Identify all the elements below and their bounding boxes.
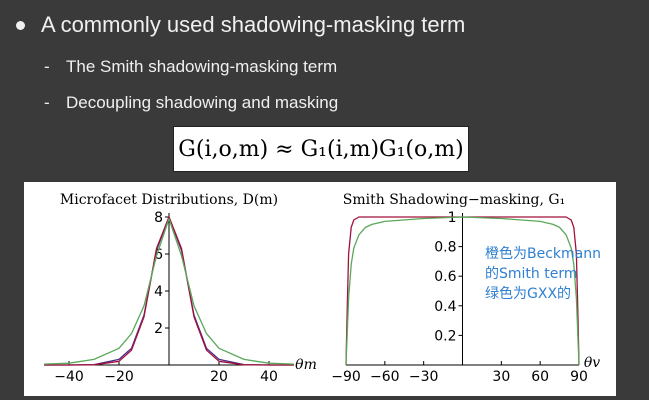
- y-tick-label: 8: [154, 210, 163, 226]
- sub-bullet-decoupling: - Decoupling shadowing and masking: [44, 93, 338, 113]
- x-tick-label: −30: [409, 369, 439, 385]
- annotation-line: 的Smith term: [485, 266, 578, 282]
- x-tick-label: 60: [531, 369, 549, 385]
- y-tick-label: 0.8: [434, 240, 456, 256]
- sub-bullet-smith: - The Smith shadowing-masking term: [44, 57, 337, 77]
- main-bullet: A commonly used shadowing-masking term: [16, 12, 465, 38]
- bullet-dot-icon: [16, 20, 25, 30]
- dash-icon: -: [44, 57, 50, 76]
- x-tick-label: 40: [260, 369, 278, 385]
- x-tick-label: −90: [331, 369, 361, 385]
- y-tick-label: 0.4: [434, 299, 456, 315]
- y-tick-label: 4: [154, 284, 163, 300]
- y-tick-label: 0.2: [434, 328, 456, 344]
- series-line: [44, 216, 294, 366]
- annotation-line: 绿色为GXX的: [485, 286, 572, 302]
- x-axis-label: θv: [584, 355, 600, 371]
- x-tick-label: −20: [104, 369, 134, 385]
- sub-bullet-text: The Smith shadowing-masking term: [66, 57, 338, 76]
- formula-text: G(i,o,m) ≈ G₁(i,m)G₁(o,m): [178, 136, 464, 162]
- chart-title: Smith Shadowing−masking, G₁: [343, 192, 565, 208]
- dash-icon: -: [44, 93, 50, 112]
- formula-box: G(i,o,m) ≈ G₁(i,m)G₁(o,m): [173, 126, 469, 172]
- chart-canvas: −40 −20 20 40 2 4 6 8 Microfacet Distributions, …: [43, 192, 600, 385]
- main-bullet-text: A commonly used shadowing-masking term: [41, 12, 466, 37]
- annotation-line: 橙色为Beckmann: [485, 246, 601, 262]
- sub-bullet-text: Decoupling shadowing and masking: [66, 93, 339, 112]
- x-tick-label: 30: [492, 369, 510, 385]
- chart-figure: −40 −20 20 40 2 4 6 8 Microfacet Distributions, …: [24, 182, 616, 396]
- x-tick-label: 20: [210, 369, 228, 385]
- x-tick-label: 90: [570, 369, 588, 385]
- series-line: [345, 216, 580, 366]
- x-tick-label: −60: [370, 369, 400, 385]
- x-tick-label: −40: [54, 369, 84, 385]
- series-line: [43, 218, 295, 365]
- y-tick-label: 2: [154, 321, 163, 337]
- y-tick-label: 6: [154, 247, 163, 263]
- annotation-note: 橙色为Beckmann 的Smith term 绿色为GXX的: [485, 244, 615, 304]
- y-tick-label: 0.6: [434, 269, 456, 285]
- chart-title: Microfacet Distributions, D(m): [60, 192, 278, 208]
- x-axis-label: θm: [295, 357, 317, 373]
